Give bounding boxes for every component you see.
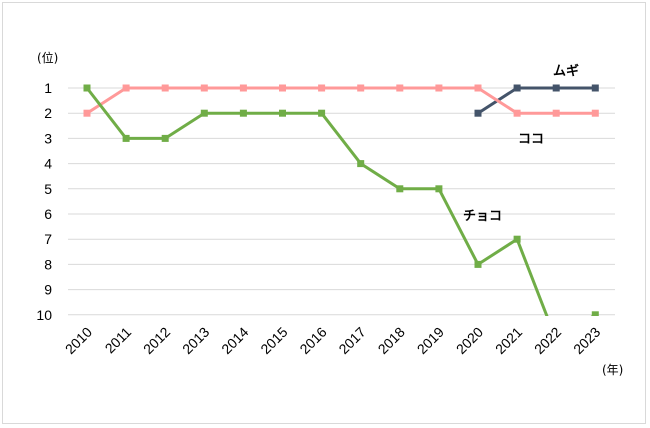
y-tick-label: 4: [44, 156, 52, 172]
series-1-point: [513, 109, 521, 117]
y-tick-label: 8: [44, 256, 52, 272]
x-tick-label: 2020: [453, 324, 486, 357]
y-tick-label: 10: [36, 307, 52, 323]
series-1-point: [122, 84, 130, 92]
y-axis-unit-label: (位): [37, 50, 58, 65]
series-2-point: [200, 109, 208, 117]
y-tick-label: 1: [44, 80, 52, 96]
series-0-point: [474, 109, 482, 117]
series-2-point: [591, 311, 599, 316]
series-1-point: [239, 84, 247, 92]
series-label-choko: チョコ: [463, 209, 502, 224]
series-points: [83, 84, 599, 316]
x-tick-label: 2017: [335, 324, 368, 357]
series-1-point: [552, 109, 560, 117]
y-tick-label: 5: [44, 181, 52, 197]
y-tick-label: 9: [44, 282, 52, 298]
series-1-point: [357, 84, 365, 92]
series-label-mugi: ムギ: [553, 63, 579, 79]
series-2-point: [161, 134, 169, 142]
series-2-point: [239, 109, 247, 117]
series-2-point: [83, 84, 91, 92]
series-lines: [85, 86, 597, 316]
series-label-koko: ココ: [518, 132, 544, 147]
x-axis-unit-label: (年): [602, 363, 623, 377]
x-tick-label: 2019: [414, 324, 447, 357]
x-tick-label: 2022: [531, 324, 564, 357]
x-tick-label: 2011: [102, 324, 135, 357]
x-tick-label: 2018: [375, 324, 408, 357]
series-1-point: [435, 84, 443, 92]
series-0-point: [552, 84, 560, 92]
series-2-point: [513, 235, 521, 243]
series-1-point: [279, 84, 286, 92]
x-tick-label: 2023: [570, 324, 603, 357]
series-1-point: [474, 84, 482, 92]
x-tick-label: 2010: [62, 324, 95, 357]
series-1-point: [161, 84, 169, 92]
series-2-point: [357, 160, 365, 168]
series-2-point: [318, 109, 326, 117]
y-tick-label: 3: [44, 130, 52, 146]
series-2-point: [474, 260, 482, 268]
x-axis-ticks: 2010 2011 2012 2013 2014 2015 2016 2017 2018 2019…: [62, 324, 604, 357]
series-2-point: [435, 185, 443, 193]
series-1-point: [318, 84, 326, 92]
series-1-point: [83, 109, 91, 117]
y-tick-label: 2: [44, 105, 52, 121]
series-1-point: [591, 109, 599, 117]
x-tick-label: 2021: [492, 324, 525, 357]
x-tick-label: 2012: [140, 324, 173, 357]
series-1-point: [200, 84, 208, 92]
y-tick-label: 6: [44, 206, 52, 222]
y-axis-ticks: 1 2 3 4 5 6 7 8 9 10: [36, 80, 52, 323]
series-2-point: [396, 185, 404, 193]
series-2-point: [122, 134, 130, 142]
series-0-point: [513, 84, 521, 92]
x-tick-label: 2016: [296, 324, 329, 357]
series-2-point: [279, 109, 286, 117]
series-0-point: [591, 84, 599, 92]
series-1-line: [86, 86, 596, 115]
series-2-line: [85, 87, 597, 316]
series-1-point: [396, 84, 404, 92]
x-tick-label: 2015: [257, 324, 290, 357]
y-tick-label: 7: [44, 231, 52, 247]
x-tick-label: 2014: [218, 324, 251, 357]
chart-frame: [2, 2, 646, 424]
x-tick-label: 2013: [179, 324, 212, 357]
